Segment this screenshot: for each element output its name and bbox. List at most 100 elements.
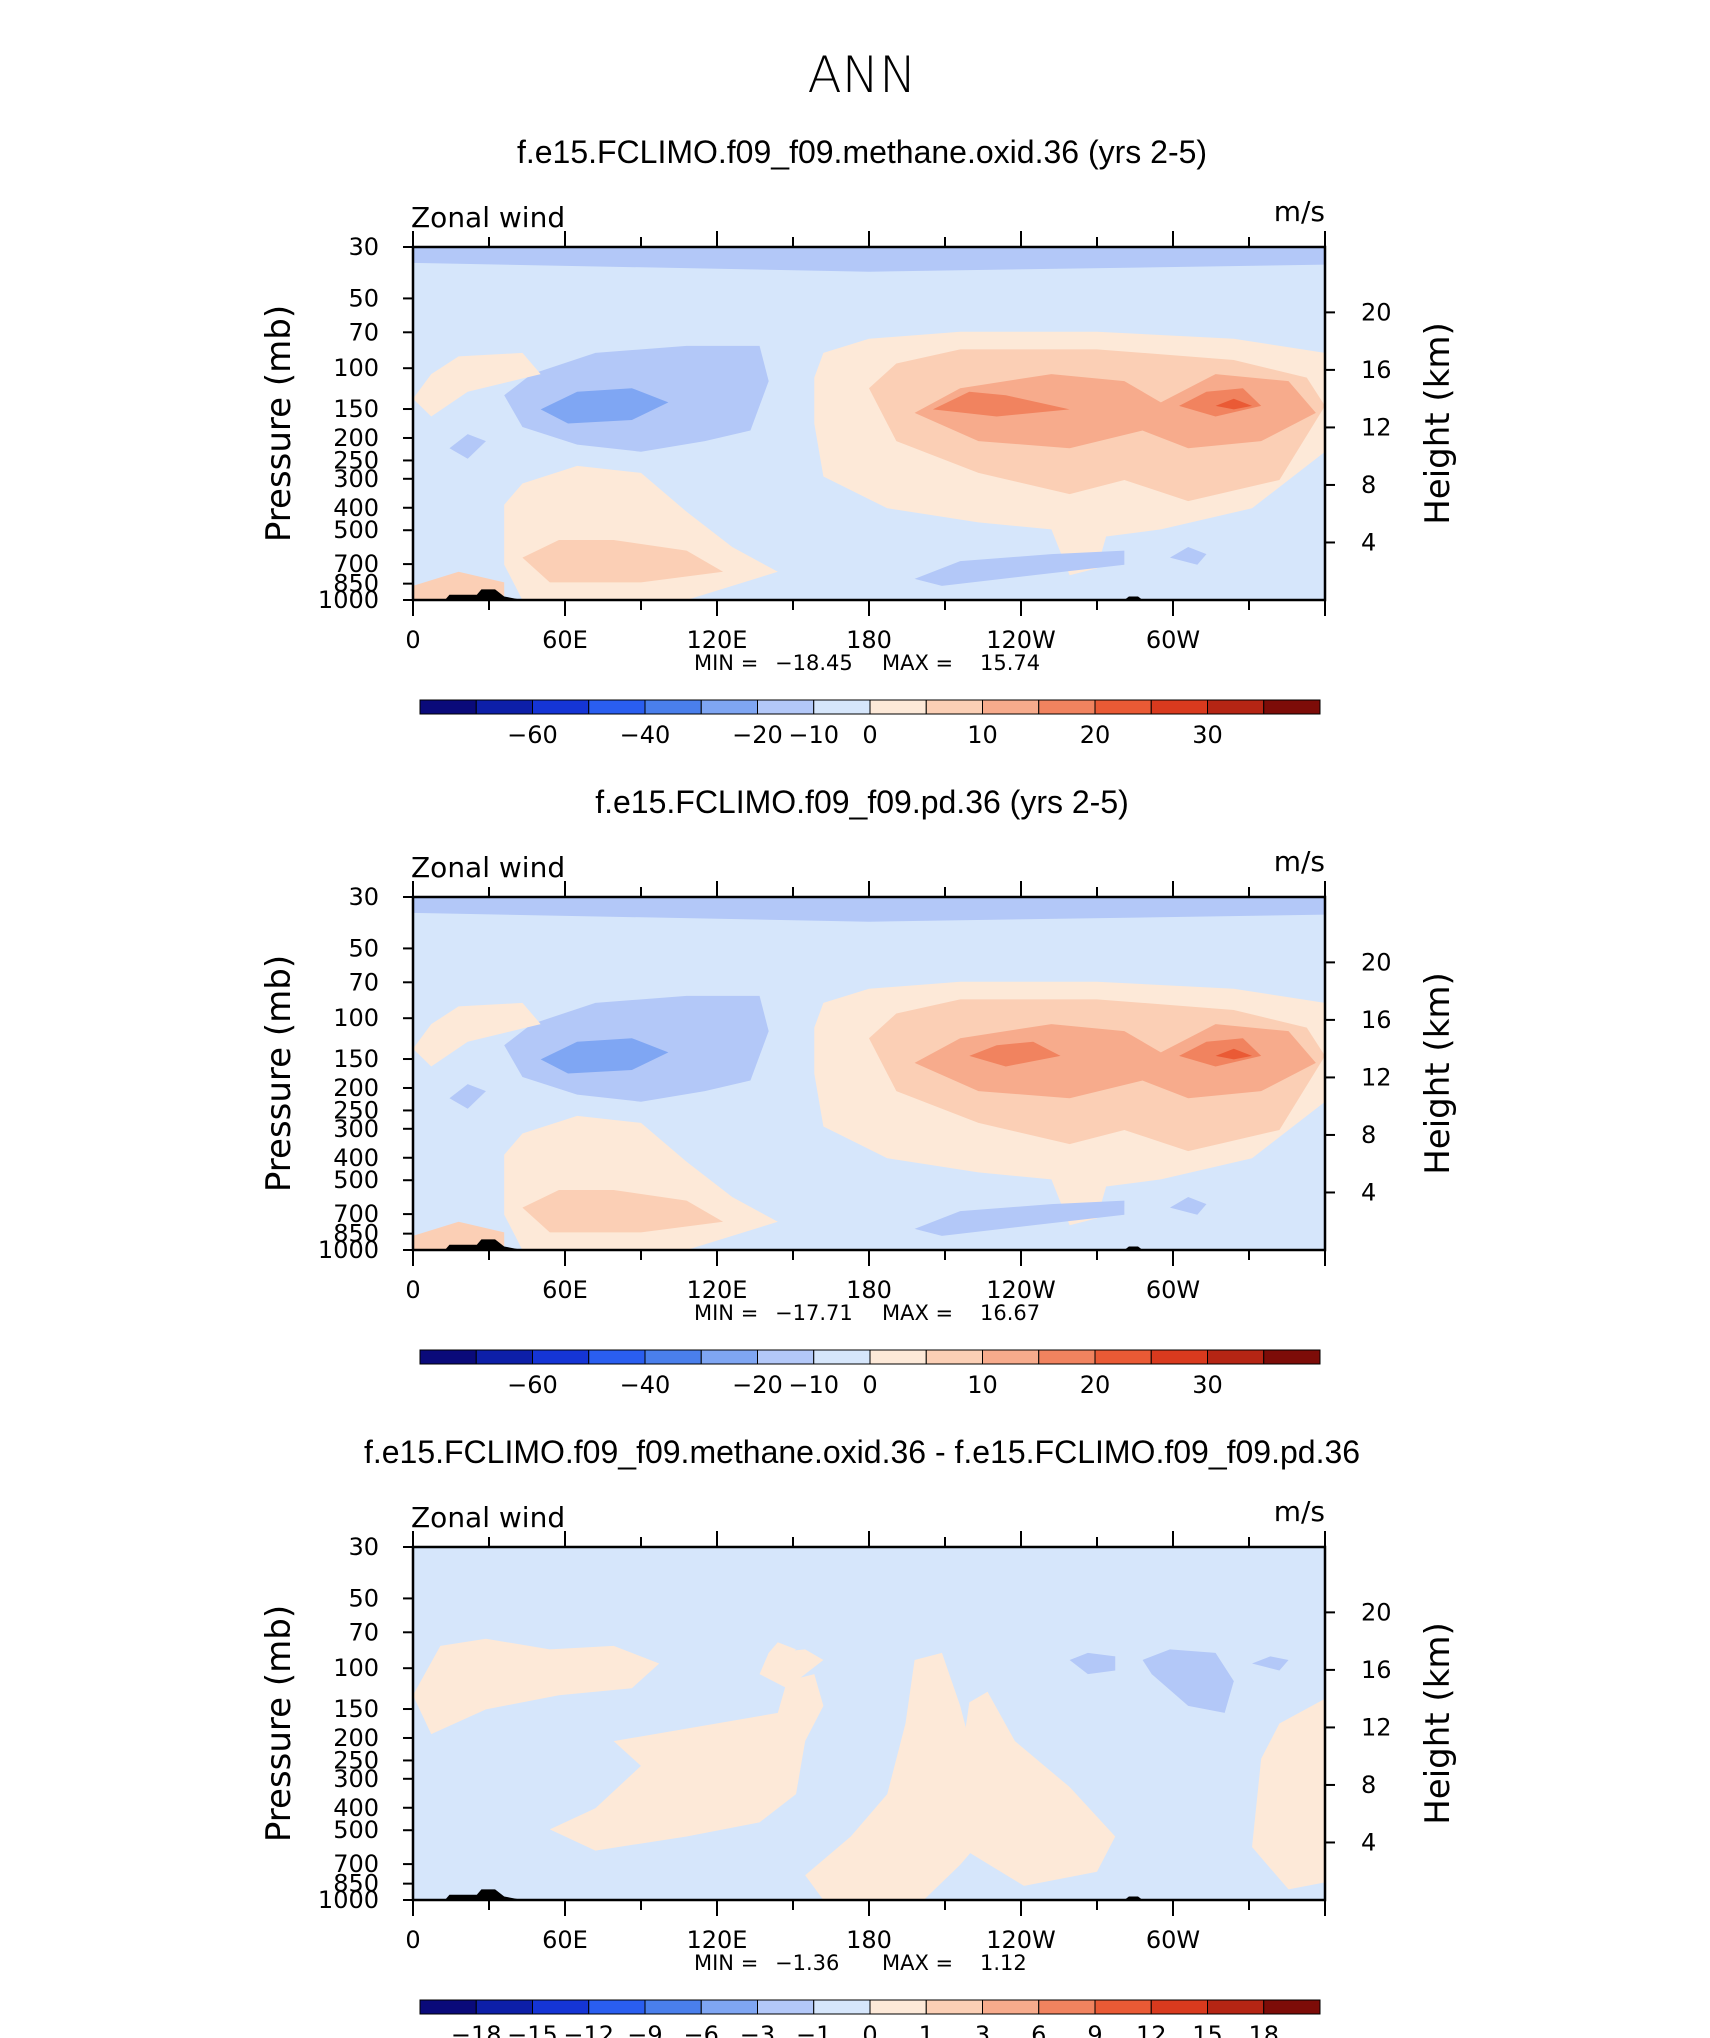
x-tick-label: 60E [542, 1276, 588, 1304]
colorbar-swatch [1207, 1999, 1265, 2015]
y-tick-label: 250 [333, 446, 379, 474]
stat-min-value: −18.45 [775, 651, 853, 675]
y-right-tick-label: 4 [1361, 528, 1376, 556]
y-tick-label: 300 [333, 1765, 379, 1793]
colorbar-swatch [588, 699, 646, 715]
colorbar-swatch [419, 1349, 477, 1365]
colorbar-label: −18 [451, 2021, 502, 2038]
colorbar-swatch [644, 1349, 702, 1365]
colorbar-swatch [813, 1349, 871, 1365]
colorbar-swatch [869, 1349, 927, 1365]
x-tick-label: 120W [986, 1276, 1056, 1304]
colorbar-swatch [925, 699, 983, 715]
colorbar-label: −60 [507, 721, 558, 749]
contour-diff-pos-4 [768, 1642, 797, 1664]
colorbar-swatch [475, 1349, 533, 1365]
colorbar-swatch [813, 1999, 871, 2015]
x-tick-label: 120E [687, 626, 748, 654]
contour-diff-pos-1 [413, 1638, 660, 1735]
colorbar-label: 10 [967, 1371, 998, 1399]
y-right-tick-label: 8 [1361, 471, 1376, 499]
contour-easterly-inner [540, 1038, 669, 1074]
units-label: m/s [1274, 195, 1325, 228]
y-tick-label: 1000 [318, 1886, 379, 1914]
colorbar-swatch [1263, 1999, 1321, 2015]
colorbar-swatch [644, 699, 702, 715]
y-right-tick-label: 16 [1361, 1656, 1392, 1684]
x-tick-label: 180 [846, 1926, 892, 1954]
stat-min-value: −1.36 [775, 1951, 839, 1975]
contour-diff-pos-7 [1252, 1698, 1325, 1890]
stat-min-value: −17.71 [775, 1301, 853, 1325]
colorbar-label: −10 [788, 721, 839, 749]
y-tick-label: 300 [333, 1115, 379, 1143]
x-tick-label: 120E [687, 1276, 748, 1304]
y-right-tick-label: 20 [1361, 298, 1392, 326]
stat-min-label: MIN = [694, 651, 758, 675]
colorbar-swatch [1038, 1999, 1096, 2015]
colorbar-swatch [1094, 699, 1152, 715]
contour-max-core [1215, 398, 1253, 410]
colorbar-label: 0 [862, 2021, 877, 2038]
colorbar-label: −6 [684, 2021, 719, 2038]
colorbar-swatch [1094, 1999, 1152, 2015]
topography-1 [444, 1239, 523, 1250]
y-tick-label: 1000 [318, 1236, 379, 1264]
contour-easterly-inner [540, 388, 669, 424]
y-right-axis-label: Height (km) [1418, 1622, 1458, 1825]
y-tick-label: 700 [333, 1200, 379, 1228]
y-tick-label: 70 [348, 318, 379, 346]
colorbar-label: −40 [620, 721, 671, 749]
y-right-tick-label: 16 [1361, 1006, 1392, 1034]
stat-max-label: MAX = [882, 1951, 953, 1975]
y-tick-label: 850 [333, 1220, 379, 1248]
colorbar-swatch [700, 1349, 758, 1365]
y-tick-label: 150 [333, 395, 379, 423]
y-axis-label: Pressure (mb) [259, 955, 299, 1192]
colorbar-swatch [1263, 1349, 1321, 1365]
colorbar-label: 0 [862, 721, 877, 749]
colorbar-swatch [757, 1999, 815, 2015]
contour-surface-neg [914, 550, 1125, 586]
y-tick-label: 850 [333, 1870, 379, 1898]
field-label: Zonal wind [411, 201, 565, 234]
field-label: Zonal wind [411, 851, 565, 884]
colorbar-label: 20 [1080, 1371, 1111, 1399]
y-right-tick-label: 20 [1361, 1598, 1392, 1626]
colorbar-swatch [813, 699, 871, 715]
y-tick-label: 50 [348, 1584, 379, 1612]
colorbar-swatch [700, 1999, 758, 2015]
field-label: Zonal wind [411, 1501, 565, 1534]
y-tick-label: 250 [333, 1746, 379, 1774]
contour-west-warm [413, 352, 541, 417]
y-axis-label: Pressure (mb) [259, 1605, 299, 1842]
y-tick-label: 300 [333, 465, 379, 493]
colorbar-label: 0 [862, 1371, 877, 1399]
stat-min-label: MIN = [694, 1301, 758, 1325]
colorbar-label: −60 [507, 1371, 558, 1399]
colorbar-swatch [869, 699, 927, 715]
contour-lower-warm-2 [522, 539, 724, 583]
y-tick-label: 200 [333, 1724, 379, 1752]
colorbar-swatch [1150, 1999, 1208, 2015]
colorbar-label: −9 [627, 2021, 662, 2038]
colorbar-swatch [532, 1349, 590, 1365]
x-tick-label: 180 [846, 1276, 892, 1304]
x-tick-label: 180 [846, 626, 892, 654]
units-label: m/s [1274, 845, 1325, 878]
colorbar-swatch [588, 1999, 646, 2015]
y-tick-label: 250 [333, 1096, 379, 1124]
colorbar-swatch [982, 699, 1040, 715]
y-right-tick-label: 12 [1361, 1713, 1392, 1741]
colorbar-swatch [532, 699, 590, 715]
y-right-axis-label: Height (km) [1418, 972, 1458, 1175]
colorbar-swatch [700, 699, 758, 715]
x-tick-label: 120W [986, 626, 1056, 654]
colorbar-swatch [982, 1999, 1040, 2015]
stat-max-label: MAX = [882, 651, 953, 675]
y-right-tick-label: 16 [1361, 356, 1392, 384]
colorbar-swatch [757, 1349, 815, 1365]
stat-max-value: 16.67 [980, 1301, 1040, 1325]
colorbar-swatch [1207, 1349, 1265, 1365]
